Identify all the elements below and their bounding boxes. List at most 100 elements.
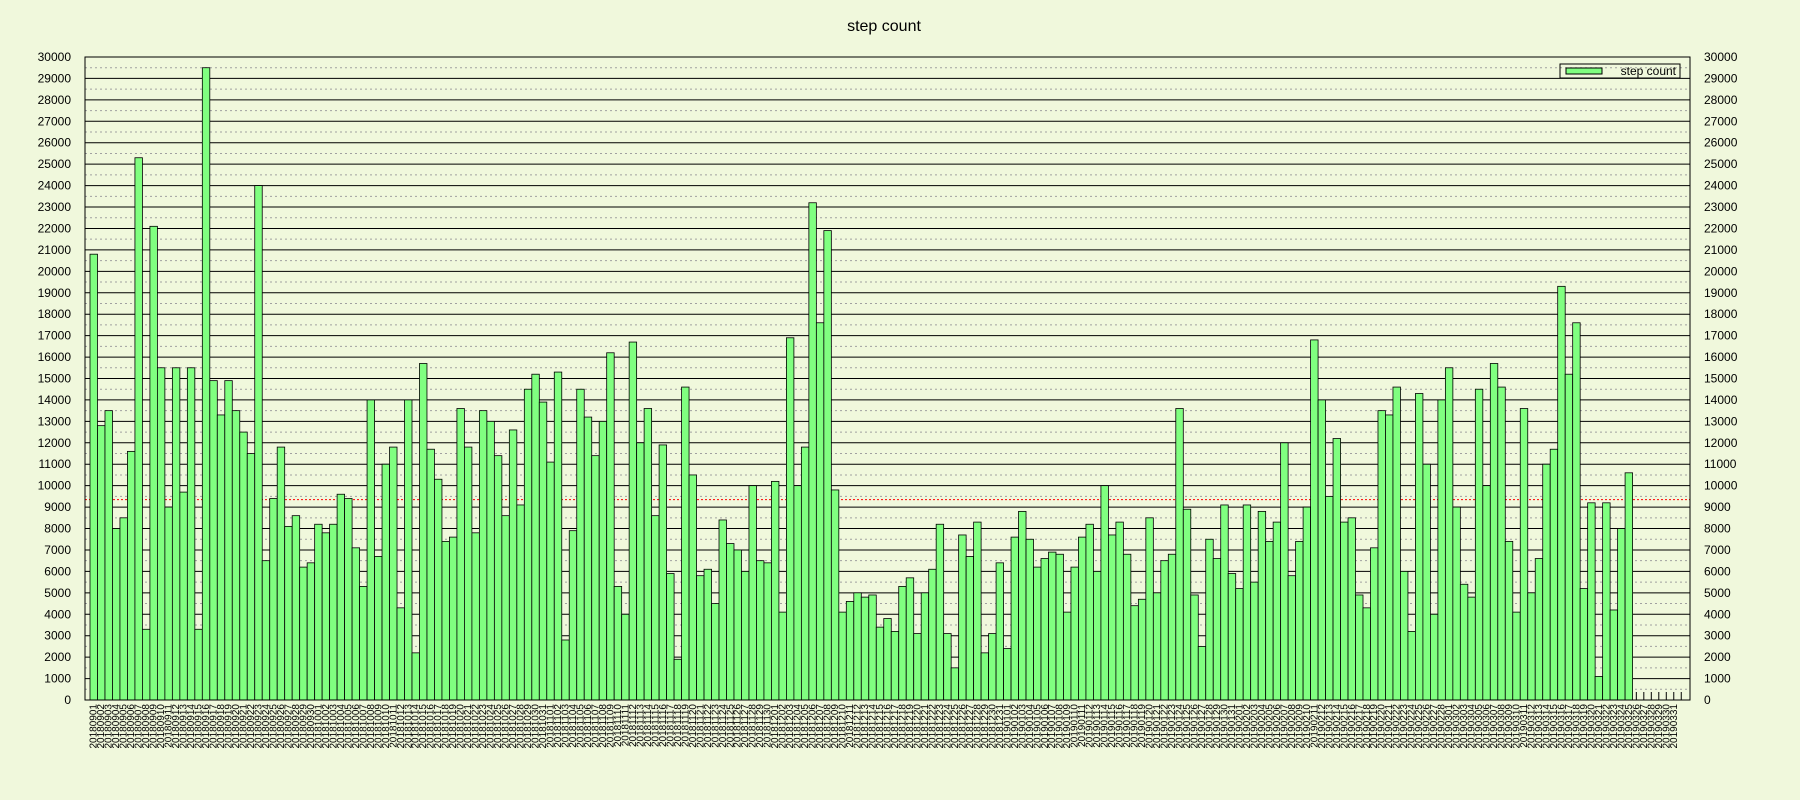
bar xyxy=(643,408,653,701)
x-tick-label: 20190104 xyxy=(1025,704,1036,749)
bar xyxy=(1572,322,1581,701)
x-tick-label: 20190302 xyxy=(1452,704,1463,749)
x-tick-label: 20181212 xyxy=(853,704,864,749)
bar xyxy=(411,652,420,701)
bar xyxy=(666,573,675,701)
x-tick-label: 20190216 xyxy=(1347,704,1358,749)
bar xyxy=(1444,367,1454,701)
bar xyxy=(1430,613,1439,701)
bar xyxy=(898,586,907,701)
x-tick-label: 20181026 xyxy=(501,704,512,749)
bar xyxy=(1242,504,1252,701)
y-tick-label: 21000 xyxy=(1704,243,1738,257)
x-tick-label: 20190122 xyxy=(1160,704,1171,749)
bar xyxy=(1332,438,1341,701)
x-tick-label: 20181226 xyxy=(957,704,968,749)
x-tick-label: 20181104 xyxy=(568,704,579,748)
bar xyxy=(913,633,922,701)
x-tick-label: 20190331 xyxy=(1669,704,1680,749)
x-tick-label: 20190329 xyxy=(1654,704,1665,749)
bar xyxy=(1152,592,1162,701)
x-tick-label: 20190317 xyxy=(1564,704,1575,749)
x-tick-label: 20181031 xyxy=(538,704,549,749)
bar xyxy=(1385,414,1394,701)
x-tick-label: 20181005 xyxy=(343,704,354,749)
x-tick-label: 20181004 xyxy=(336,704,347,749)
y-tick-label: 13000 xyxy=(1704,414,1738,428)
x-tick-label: 20181010 xyxy=(381,704,392,749)
x-tick-label: 20181230 xyxy=(987,704,998,749)
y-tick-label: 17000 xyxy=(38,329,72,343)
x-tick-label: 20190126 xyxy=(1190,704,1201,749)
bar xyxy=(156,367,166,701)
x-tick-label: 20190323 xyxy=(1609,704,1620,749)
bar xyxy=(1474,388,1484,701)
bar xyxy=(1048,551,1057,701)
bar xyxy=(254,185,263,701)
y-tick-label: 25000 xyxy=(1704,157,1738,171)
bar xyxy=(995,562,1004,701)
bar xyxy=(546,461,555,701)
x-tick-label: 20190226 xyxy=(1422,704,1433,749)
x-tick-label: 20180930 xyxy=(306,704,317,749)
bar xyxy=(1212,558,1222,701)
x-tick-label: 20190312 xyxy=(1526,704,1537,749)
x-tick-label: 20181021 xyxy=(463,704,474,749)
bar xyxy=(374,556,383,701)
x-tick-label: 20190114 xyxy=(1100,704,1111,748)
x-tick-label: 20181002 xyxy=(321,704,332,749)
legend-label: step count xyxy=(1621,64,1677,78)
bar xyxy=(718,519,727,701)
x-tick-label: 20190218 xyxy=(1362,704,1373,749)
x-tick-label: 20181027 xyxy=(508,704,519,749)
x-tick-label: 20181108 xyxy=(598,704,609,748)
bar xyxy=(561,639,570,701)
y-tick-label: 16000 xyxy=(1704,350,1738,364)
bar xyxy=(501,515,510,701)
x-tick-label: 20180918 xyxy=(216,704,227,749)
x-tick-label: 20190201 xyxy=(1234,704,1245,749)
x-tick-label: 20190321 xyxy=(1594,704,1605,749)
x-tick-label: 20181216 xyxy=(883,704,894,749)
y-tick-label: 14000 xyxy=(1704,393,1738,407)
bar xyxy=(651,515,660,701)
y-tick-label: 18000 xyxy=(1704,307,1738,321)
bar xyxy=(1025,538,1034,701)
bar xyxy=(568,530,578,701)
bar xyxy=(112,528,121,701)
bar xyxy=(1100,485,1109,701)
bar xyxy=(1482,485,1491,701)
bar xyxy=(1527,592,1536,701)
x-tick-label: 20190314 xyxy=(1541,704,1552,749)
x-tick-label: 20181018 xyxy=(441,704,452,749)
bar xyxy=(1040,558,1049,701)
x-tick-label: 20180916 xyxy=(201,704,212,749)
bar xyxy=(456,408,465,701)
x-tick-label: 20190322 xyxy=(1601,704,1612,749)
x-tick-label: 20181130 xyxy=(763,704,774,748)
bar xyxy=(988,633,997,701)
x-tick-label: 20181008 xyxy=(366,704,377,749)
bar xyxy=(104,410,113,701)
bar xyxy=(1400,571,1409,701)
x-tick-label: 20190319 xyxy=(1579,704,1590,749)
y-tick-label: 19000 xyxy=(38,286,72,300)
bar xyxy=(830,489,840,701)
y-tick-label: 11000 xyxy=(1704,457,1737,471)
bar xyxy=(389,446,398,701)
bar xyxy=(838,611,847,701)
x-tick-label: 20190203 xyxy=(1249,704,1260,749)
y-tick-label: 25000 xyxy=(38,157,72,171)
bar xyxy=(1325,495,1334,701)
x-tick-label: 20181229 xyxy=(980,704,991,749)
x-tick-label: 20190106 xyxy=(1040,704,1051,749)
bar xyxy=(658,444,667,701)
y-tick-label: 22000 xyxy=(1704,221,1738,235)
bar xyxy=(636,442,645,701)
x-tick-label: 20181125 xyxy=(725,704,736,748)
x-tick-label: 20190108 xyxy=(1055,704,1066,749)
bar xyxy=(1347,517,1356,701)
y-tick-label: 9000 xyxy=(44,500,71,514)
y-tick-label: 24000 xyxy=(1704,179,1738,193)
x-tick-label: 20181017 xyxy=(433,704,444,749)
